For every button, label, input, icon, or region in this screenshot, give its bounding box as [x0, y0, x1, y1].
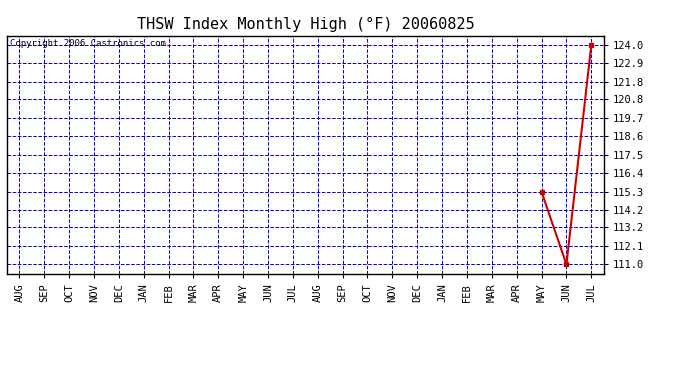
Title: THSW Index Monthly High (°F) 20060825: THSW Index Monthly High (°F) 20060825 [137, 16, 474, 32]
Text: Copyright 2006 Castronics.com: Copyright 2006 Castronics.com [10, 39, 166, 48]
